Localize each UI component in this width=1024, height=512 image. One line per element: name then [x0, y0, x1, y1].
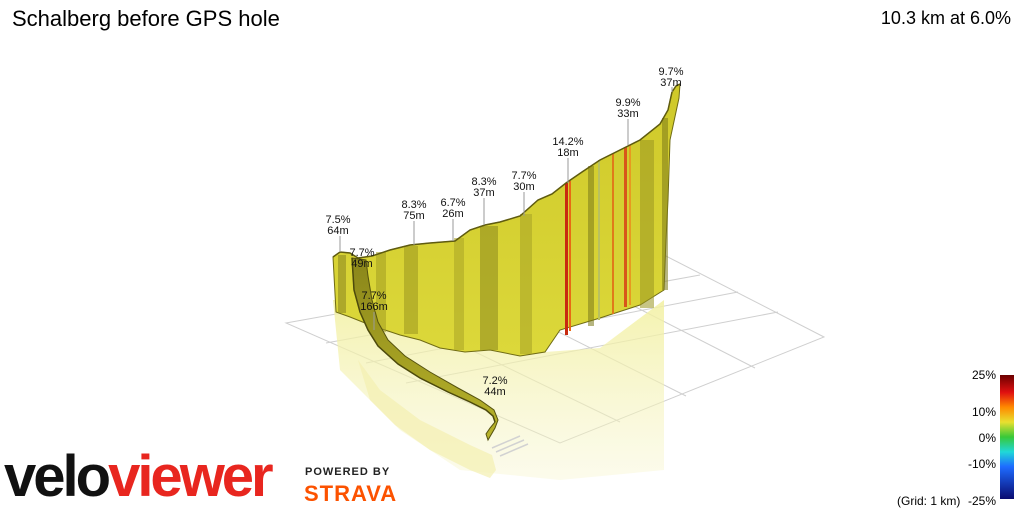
- svg-text:44m: 44m: [484, 386, 505, 398]
- gradient-legend-bar: [1000, 375, 1014, 499]
- svg-text:75m: 75m: [403, 210, 424, 222]
- svg-text:37m: 37m: [473, 187, 494, 199]
- svg-text:7.5%: 7.5%: [325, 214, 350, 226]
- start-marker: [491, 435, 529, 457]
- segment-label-10: 9.9% 33m: [615, 97, 641, 145]
- svg-text:6.7%: 6.7%: [440, 197, 465, 209]
- legend-tick-25: 25%: [971, 368, 996, 382]
- svg-text:49m: 49m: [351, 258, 372, 270]
- svg-text:9.9%: 9.9%: [615, 97, 640, 109]
- svg-text:166m: 166m: [360, 301, 388, 313]
- segment-label-9: 14.2% 18m: [552, 136, 584, 183]
- svg-text:30m: 30m: [513, 181, 534, 193]
- steep-stripes: [565, 145, 631, 335]
- svg-text:18m: 18m: [557, 147, 578, 159]
- grid-note: (Grid: 1 km): [897, 494, 961, 508]
- veloviewer-logo: veloviewer: [4, 448, 274, 506]
- legend-tick-0: 0%: [978, 431, 996, 445]
- logo-velo: velo: [4, 444, 111, 509]
- segment-label-7: 8.3% 37m: [471, 176, 497, 225]
- wall-shading: [338, 118, 668, 354]
- svg-text:7.7%: 7.7%: [349, 247, 374, 259]
- svg-text:7.7%: 7.7%: [511, 170, 536, 182]
- segment-label-2: 7.7% 49m: [349, 247, 374, 270]
- segment-label-6: 6.7% 26m: [440, 197, 466, 241]
- svg-text:64m: 64m: [327, 225, 348, 237]
- strava-logo: STRAVA: [304, 481, 398, 506]
- svg-text:37m: 37m: [660, 77, 681, 89]
- svg-text:7.7%: 7.7%: [361, 290, 386, 302]
- climb-summary: 10.3 km at 6.0%: [880, 8, 1011, 28]
- segment-label-1: 7.5% 64m: [325, 214, 351, 252]
- segment-label-4: 7.2% 44m: [482, 375, 507, 398]
- powered-by-label: POWERED BY: [305, 466, 391, 478]
- svg-text:9.7%: 9.7%: [658, 66, 683, 78]
- segment-label-5: 8.3% 75m: [401, 199, 427, 245]
- svg-text:7.2%: 7.2%: [482, 375, 507, 387]
- svg-text:33m: 33m: [617, 108, 638, 120]
- back-profile-wall: [332, 83, 681, 357]
- segment-label-11: 9.7% 37m: [658, 66, 684, 92]
- chart-title: Schalberg before GPS hole: [12, 6, 280, 31]
- logo-viewer: viewer: [108, 444, 274, 509]
- svg-text:14.2%: 14.2%: [552, 136, 583, 148]
- svg-text:8.3%: 8.3%: [471, 176, 496, 188]
- segment-label-3: 7.7% 166m: [360, 290, 388, 330]
- svg-text:8.3%: 8.3%: [401, 199, 426, 211]
- segment-label-8: 7.7% 30m: [511, 170, 537, 216]
- svg-text:26m: 26m: [442, 208, 463, 220]
- legend-tick-neg10: -10%: [967, 457, 996, 471]
- front-profile-ribbon: [351, 257, 499, 478]
- segment-annotations: 7.5% 64m 7.7% 49m 7.7% 166m 7.2% 44m 8.3…: [325, 66, 683, 398]
- legend-tick-10: 10%: [971, 405, 996, 419]
- legend-tick-neg25: -25%: [967, 494, 996, 508]
